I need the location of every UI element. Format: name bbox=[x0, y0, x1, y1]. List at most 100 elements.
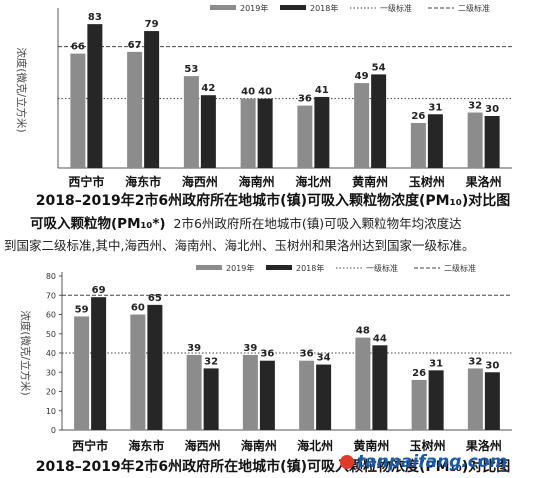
category-label: 海东市 bbox=[128, 438, 164, 453]
category-label: 玉树州 bbox=[409, 174, 445, 189]
pm10-chart-top: 浓度(微克/立方米) 66 83 西宁市 67 79 海东市 53 42 海西州 40 40 海南州 36… bbox=[0, 0, 546, 192]
data-label: 54 bbox=[372, 62, 386, 73]
data-label: 65 bbox=[148, 293, 162, 304]
category-label: 海西州 bbox=[185, 438, 221, 453]
paragraph-heading: 可吸入颗粒物(PM₁₀*) bbox=[30, 216, 166, 232]
bar bbox=[297, 105, 313, 168]
bar bbox=[411, 379, 427, 430]
legend-swatch bbox=[196, 265, 222, 270]
data-label: 49 bbox=[355, 71, 369, 82]
data-label: 59 bbox=[75, 304, 89, 315]
bar bbox=[467, 368, 483, 430]
data-label: 30 bbox=[485, 360, 499, 371]
category-label: 黄南州 bbox=[352, 174, 388, 189]
legend-label: 一级标准 bbox=[366, 263, 398, 273]
data-label: 69 bbox=[92, 285, 106, 296]
bar bbox=[200, 95, 216, 168]
data-label: 79 bbox=[145, 19, 159, 30]
bar bbox=[183, 76, 199, 168]
y-tick-label: 50 bbox=[46, 330, 56, 339]
bar bbox=[259, 360, 275, 430]
data-label: 32 bbox=[204, 356, 218, 367]
category-label: 海北州 bbox=[297, 438, 333, 453]
bar bbox=[299, 360, 315, 430]
y-tick-label: 40 bbox=[46, 349, 56, 358]
bar bbox=[87, 24, 103, 169]
legend-swatch bbox=[210, 5, 236, 10]
data-label: 30 bbox=[485, 104, 499, 115]
category-label: 西宁市 bbox=[68, 174, 104, 189]
data-label: 31 bbox=[429, 358, 443, 369]
bar bbox=[70, 53, 86, 168]
logo-dot-icon bbox=[340, 455, 354, 469]
y-tick-label: 20 bbox=[46, 388, 56, 397]
bar bbox=[316, 364, 332, 430]
paragraph-line1-text: 2市6州政府所在地城市(镇)可吸入颗粒物年均浓度达 bbox=[173, 216, 462, 231]
data-label: 66 bbox=[71, 42, 85, 53]
data-label: 32 bbox=[468, 101, 482, 112]
legend-label: 2019年 bbox=[240, 3, 268, 13]
legend-swatch bbox=[266, 265, 292, 270]
bar bbox=[240, 98, 256, 168]
data-label: 36 bbox=[260, 349, 274, 360]
category-label: 西宁市 bbox=[72, 438, 108, 453]
data-label: 41 bbox=[315, 85, 329, 96]
data-label: 40 bbox=[258, 87, 272, 98]
bar bbox=[147, 304, 163, 430]
pm10-chart-bottom: 0 10 20 30 40 50 60 70 80 浓度(微克/立方米) 59 69 西宁市 60 65 海东… bbox=[0, 262, 546, 454]
category-label: 海南州 bbox=[239, 174, 275, 189]
category-label: 黄南州 bbox=[353, 438, 389, 453]
watermark-text: tanpaifang.com bbox=[357, 452, 508, 472]
data-label: 31 bbox=[428, 102, 442, 113]
bar bbox=[186, 354, 202, 430]
data-label: 32 bbox=[468, 356, 482, 367]
category-label: 玉树州 bbox=[410, 438, 446, 453]
bar bbox=[372, 345, 388, 430]
bar bbox=[484, 372, 500, 430]
data-label: 26 bbox=[412, 368, 426, 379]
data-label: 48 bbox=[356, 326, 370, 337]
chart-caption-top: 2018–2019年2市6州政府所在地城市(镇)可吸入颗粒物浓度(PM₁₀)对比… bbox=[35, 193, 511, 209]
bar bbox=[428, 370, 444, 430]
data-label: 44 bbox=[373, 333, 387, 344]
legend-label: 2018年 bbox=[310, 3, 338, 13]
bar bbox=[127, 51, 143, 168]
bar bbox=[91, 297, 107, 430]
data-label: 34 bbox=[317, 353, 331, 364]
bar bbox=[314, 96, 330, 168]
data-label: 60 bbox=[131, 303, 145, 314]
category-label: 果洛州 bbox=[465, 174, 502, 189]
bar bbox=[242, 354, 258, 430]
data-label: 67 bbox=[128, 40, 142, 51]
bar bbox=[355, 337, 371, 430]
site-watermark[interactable]: tanpaifang.com bbox=[340, 452, 507, 472]
bar bbox=[74, 316, 90, 430]
y-axis-label: 浓度(微克/立方米) bbox=[15, 47, 28, 132]
y-axis-label: 浓度(微克/立方米) bbox=[19, 310, 32, 395]
bar bbox=[203, 368, 219, 430]
data-label: 39 bbox=[187, 343, 201, 354]
paragraph-line-2: 到国家二级标准,其中,海西州、海南州、海北州、玉树州和果洛州达到国家一级标准。 bbox=[4, 238, 475, 253]
chart-caption-bottom: 2018–2019年2市6州政府所在地城市(镇)可吸入颗粒物浓度(PM₁₀)对比… bbox=[35, 459, 511, 475]
data-label: 36 bbox=[298, 94, 312, 105]
legend-label: 2018年 bbox=[296, 263, 324, 273]
y-tick-label: 70 bbox=[46, 291, 56, 300]
legend-label: 2019年 bbox=[226, 263, 254, 273]
category-label: 海东市 bbox=[125, 174, 161, 189]
bar bbox=[257, 98, 273, 168]
data-label: 26 bbox=[411, 111, 425, 122]
bar bbox=[410, 122, 426, 168]
y-tick-label: 80 bbox=[46, 272, 56, 281]
chart-svg-bottom: 01020304050607080浓度(微克/立方米)5969西宁市6065海东… bbox=[19, 263, 512, 453]
y-tick-label: 30 bbox=[46, 368, 56, 377]
bar bbox=[130, 314, 146, 430]
bar bbox=[484, 116, 500, 168]
y-tick-label: 60 bbox=[46, 311, 56, 320]
bar bbox=[467, 112, 483, 168]
data-label: 83 bbox=[88, 12, 102, 23]
legend-label: 一级标准 bbox=[380, 3, 412, 13]
bar bbox=[354, 83, 370, 168]
category-label: 海南州 bbox=[241, 438, 277, 453]
y-tick-label: 10 bbox=[46, 407, 56, 416]
